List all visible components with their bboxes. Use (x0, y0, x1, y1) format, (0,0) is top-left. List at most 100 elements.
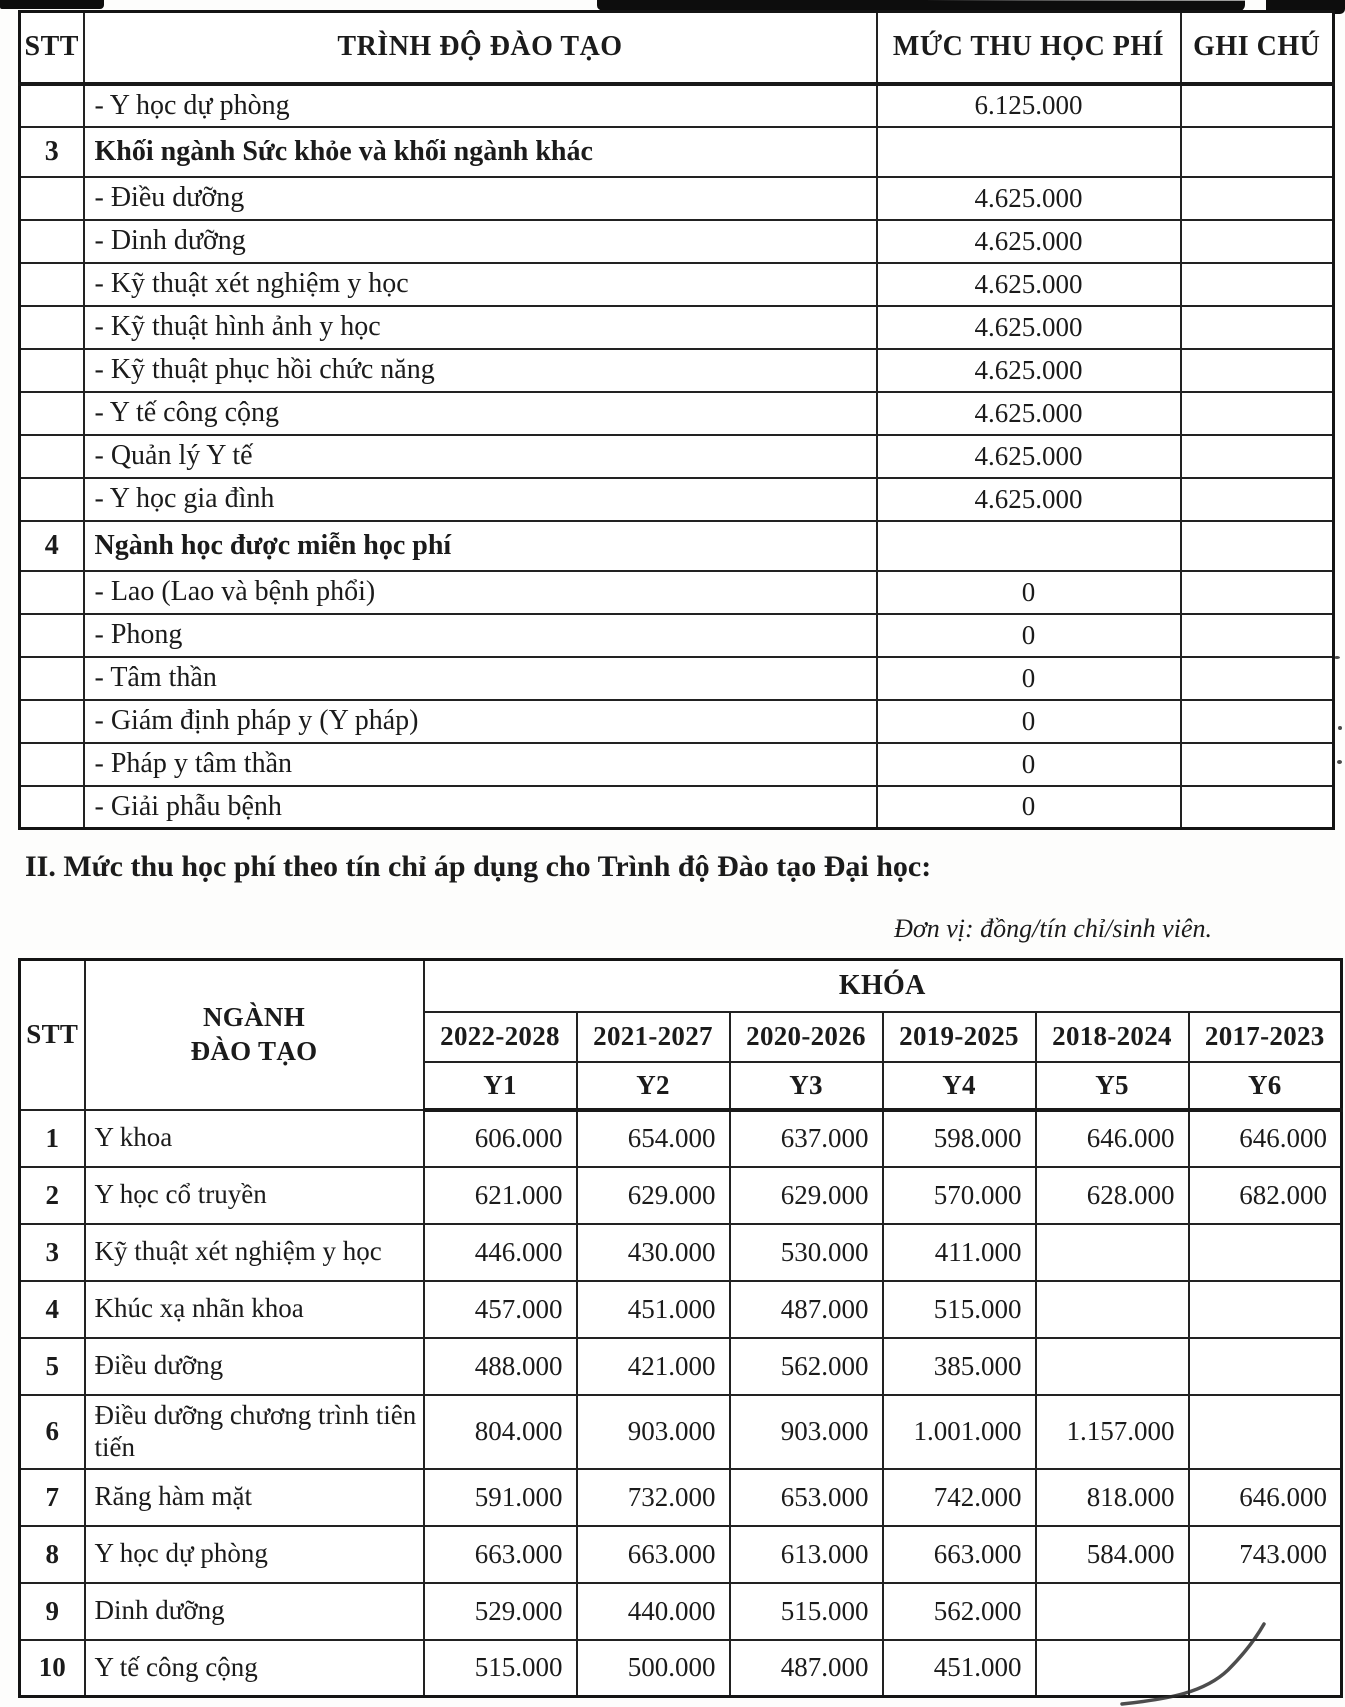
credit-fee-cell (1187, 1336, 1343, 1396)
credit-fee-cell: 628.000 (1034, 1165, 1190, 1225)
note-cell (1179, 569, 1335, 615)
fee-amount-cell (875, 519, 1182, 572)
credit-fee-cell: 637.000 (728, 1108, 884, 1168)
unit-note: Đơn vị: đồng/tín chỉ/sinh viên. (894, 914, 1212, 943)
credit-fee-cell: 646.000 (1187, 1467, 1343, 1527)
note-cell (1179, 347, 1335, 393)
program-name-cell: - Điều dưỡng (82, 175, 878, 221)
table-row: 2 Y học cổ truyền 621.000 629.000 629.00… (18, 1165, 1343, 1225)
program-name-cell: - Dinh dưỡng (82, 218, 878, 264)
row-number-cell: 7 (18, 1467, 86, 1527)
program-name-cell: - Kỹ thuật hình ảnh y học (82, 304, 878, 350)
note-cell (1179, 390, 1335, 436)
column-header-stt: STT (18, 958, 86, 1111)
tuition-per-credit-table: STT NGÀNH ĐÀO TẠO KHÓA 2022-2028 2021-20… (18, 958, 1344, 1698)
table-row: - Phong 0 (18, 612, 1335, 658)
credit-fee-cell: 742.000 (881, 1467, 1037, 1527)
fee-amount-cell: 4.625.000 (875, 261, 1182, 307)
note-cell (1179, 82, 1335, 128)
cohort-header: 2020-2026 (728, 1010, 884, 1063)
fee-amount-cell: 0 (875, 698, 1182, 744)
credit-fee-cell: 451.000 (881, 1638, 1037, 1698)
note-cell (1179, 519, 1335, 572)
table-row: 5 Điều dưỡng 488.000 421.000 562.000 385… (18, 1336, 1343, 1396)
table-row: 10 Y tế công cộng 515.000 500.000 487.00… (18, 1638, 1343, 1698)
credit-fee-cell: 663.000 (881, 1524, 1037, 1584)
column-header-program: TRÌNH ĐỘ ĐÀO TẠO (82, 10, 878, 86)
program-name-cell: Khối ngành Sức khỏe và khối ngành khác (82, 125, 878, 178)
fee-amount-cell: 4.625.000 (875, 218, 1182, 264)
year-header-row: Y1 Y2 Y3 Y4 Y5 Y6 (20, 1060, 1343, 1112)
row-number-cell (18, 261, 85, 307)
table-row: - Lao (Lao và bệnh phổi) 0 (18, 569, 1335, 615)
program-name-cell: - Tâm thần (82, 655, 878, 701)
credit-fee-cell: 570.000 (881, 1165, 1037, 1225)
credit-fee-cell (1034, 1222, 1190, 1282)
row-number-cell: 4 (18, 1279, 86, 1339)
row-number-cell (18, 433, 85, 479)
table-row: 9 Dinh dưỡng 529.000 440.000 515.000 562… (18, 1581, 1343, 1641)
program-name-cell: - Y tế công cộng (82, 390, 878, 436)
note-cell (1179, 476, 1335, 522)
credit-fee-cell: 562.000 (881, 1581, 1037, 1641)
row-number-cell: 2 (18, 1165, 86, 1225)
table-row: - Giám định pháp y (Y pháp) 0 (18, 698, 1335, 744)
program-name-cell: Y khoa (83, 1108, 425, 1168)
table-row: - Quản lý Y tế 4.625.000 (18, 433, 1335, 479)
note-cell (1179, 784, 1335, 830)
row-number-cell (18, 741, 85, 787)
credit-fee-cell: 584.000 (1034, 1524, 1190, 1584)
credit-fee-cell: 440.000 (575, 1581, 731, 1641)
row-number-cell: 3 (18, 125, 85, 178)
row-number-cell: 3 (18, 1222, 86, 1282)
fee-amount-cell: 0 (875, 612, 1182, 658)
credit-fee-cell: 515.000 (728, 1581, 884, 1641)
cohort-header: 2021-2027 (575, 1010, 731, 1063)
credit-fee-cell: 606.000 (422, 1108, 578, 1168)
program-name-cell: Răng hàm mặt (83, 1467, 425, 1527)
table-row: - Dinh dưỡng 4.625.000 (18, 218, 1335, 264)
note-cell (1179, 261, 1335, 307)
credit-fee-cell: 629.000 (575, 1165, 731, 1225)
year-header: Y2 (575, 1060, 731, 1112)
credit-fee-cell: 903.000 (575, 1393, 731, 1470)
fee-amount-cell: 4.625.000 (875, 304, 1182, 350)
note-cell (1179, 612, 1335, 658)
row-number-cell (18, 218, 85, 264)
table-row: - Điều dưỡng 4.625.000 (18, 175, 1335, 221)
table-row: - Tâm thần 0 (18, 655, 1335, 701)
program-name-cell: - Y học gia đình (82, 476, 878, 522)
fee-amount-cell: 4.625.000 (875, 476, 1182, 522)
row-number-cell (18, 304, 85, 350)
credit-fee-cell: 451.000 (575, 1279, 731, 1339)
table-row: 8 Y học dự phòng 663.000 663.000 613.000… (18, 1524, 1343, 1584)
credit-fee-cell: 1.157.000 (1034, 1393, 1190, 1470)
fee-amount-cell: 4.625.000 (875, 347, 1182, 393)
credit-fee-cell: 487.000 (728, 1638, 884, 1698)
table-row-category: 4 Ngành học được miễn học phí (18, 519, 1335, 572)
table-row-category: 3 Khối ngành Sức khỏe và khối ngành khác (18, 125, 1335, 178)
program-name-cell: Điều dưỡng chương trình tiên tiến (83, 1393, 425, 1470)
credit-fee-cell: 421.000 (575, 1336, 731, 1396)
row-number-cell (18, 390, 85, 436)
table-row: - Y học dự phòng 6.125.000 (18, 82, 1335, 128)
section-heading: II. Mức thu học phí theo tín chỉ áp dụng… (25, 850, 932, 883)
row-number-cell: 5 (18, 1336, 86, 1396)
year-header: Y1 (422, 1060, 578, 1112)
program-header-line2: ĐÀO TẠO (190, 1035, 318, 1066)
year-header: Y3 (728, 1060, 884, 1112)
program-name-cell: Khúc xạ nhãn khoa (83, 1279, 425, 1339)
program-name-cell: - Lao (Lao và bệnh phổi) (82, 569, 878, 615)
program-name-cell: Y học dự phòng (83, 1524, 425, 1584)
cohort-header: 2022-2028 (422, 1010, 578, 1063)
program-name-cell: Kỹ thuật xét nghiệm y học (83, 1222, 425, 1282)
credit-fee-cell: 743.000 (1187, 1524, 1343, 1584)
credit-fee-cell: 529.000 (422, 1581, 578, 1641)
row-number-cell (18, 476, 85, 522)
fee-amount-cell: 0 (875, 784, 1182, 830)
column-header-program: NGÀNH ĐÀO TẠO (83, 958, 425, 1111)
table-header-row: STT TRÌNH ĐỘ ĐÀO TẠO MỨC THU HỌC PHÍ GHI… (18, 10, 1335, 86)
scan-artifact-top-left (0, 0, 104, 9)
fee-amount-cell: 4.625.000 (875, 433, 1182, 479)
